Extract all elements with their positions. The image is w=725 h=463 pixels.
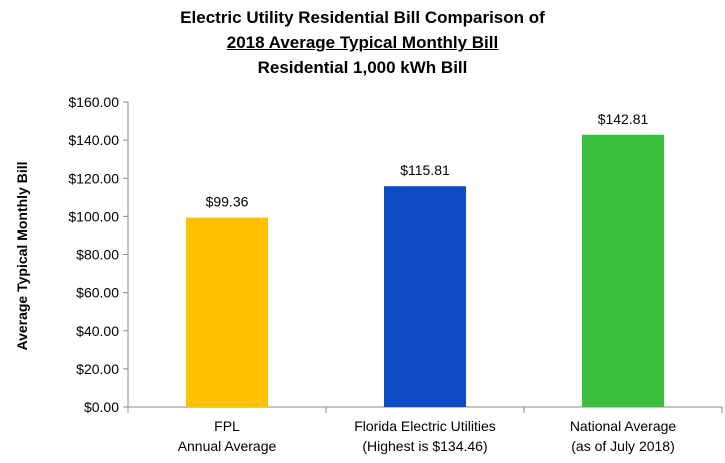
y-tick-label: $120.00	[68, 170, 119, 186]
x-category-label: (Highest is $134.46)	[362, 438, 487, 454]
y-tick-label: $80.00	[76, 247, 119, 263]
data-label: $99.36	[206, 194, 249, 210]
x-category-label: (as of July 2018)	[571, 438, 675, 454]
x-category-label: Florida Electric Utilities	[354, 418, 496, 434]
y-tick-label: $20.00	[76, 361, 119, 377]
data-label: $142.81	[598, 111, 649, 127]
chart-title-line-3: Residential 1,000 kWh Bill	[257, 58, 468, 77]
x-category-label: Annual Average	[178, 438, 277, 454]
x-category-label: National Average	[570, 418, 677, 434]
bar	[186, 217, 268, 407]
y-tick-label: $0.00	[84, 399, 119, 415]
data-label: $115.81	[400, 162, 450, 178]
bar	[582, 134, 664, 407]
x-category-label: FPL	[214, 418, 240, 434]
y-tick-label: $100.00	[68, 208, 119, 224]
chart-title-line-1: Electric Utility Residential Bill Compar…	[180, 8, 545, 27]
chart-title-line-2: 2018 Average Typical Monthly Bill	[226, 33, 499, 52]
y-tick-label: $160.00	[68, 94, 119, 110]
y-tick-label: $60.00	[76, 285, 119, 301]
y-tick-label: $40.00	[76, 323, 119, 339]
bar	[384, 186, 466, 407]
y-tick-label: $140.00	[68, 132, 119, 148]
